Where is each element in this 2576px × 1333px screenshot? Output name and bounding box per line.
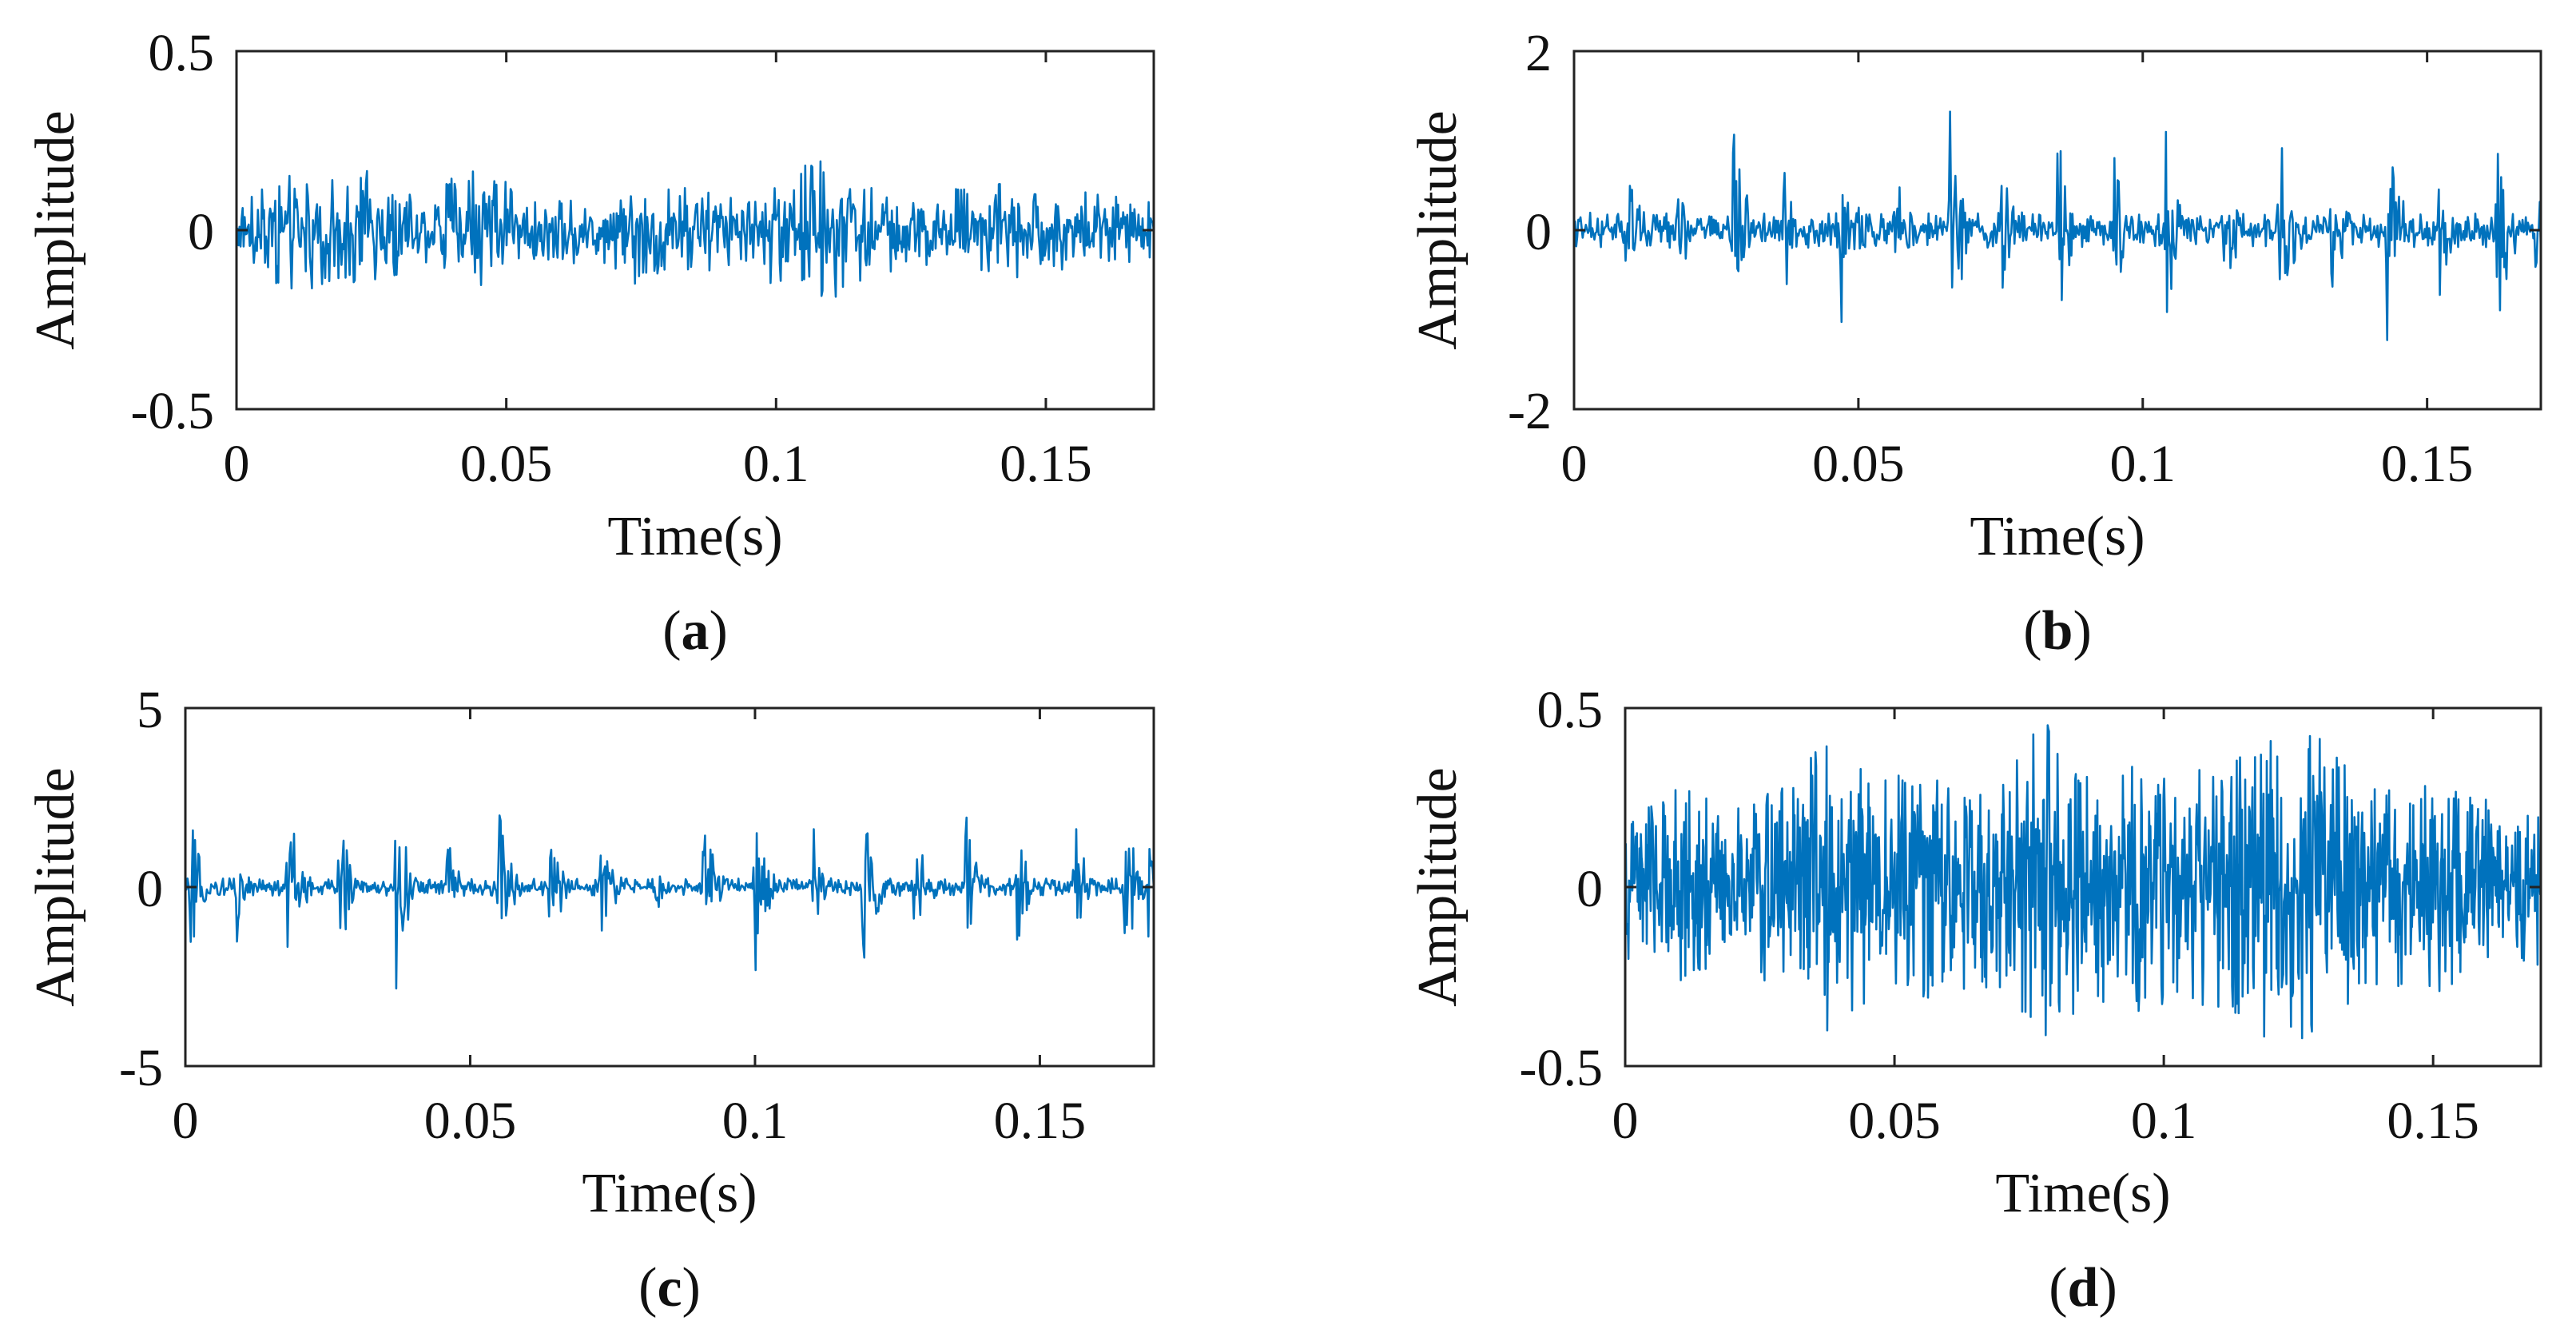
y-tick-label: 0: [188, 203, 214, 261]
y-axis-label: Amplitude: [25, 767, 86, 1006]
y-tick-label: 0.5: [149, 24, 215, 82]
y-tick-label: -0.5: [1520, 1039, 1603, 1097]
x-tick-label: 0.1: [722, 1092, 789, 1150]
y-tick-label: 0.5: [1537, 681, 1604, 739]
y-axis-label: Amplitude: [25, 110, 86, 349]
x-tick-label: 0: [1561, 435, 1588, 493]
y-tick-label: -5: [119, 1039, 163, 1097]
x-tick-label: 0: [224, 435, 250, 493]
x-tick-label: 0.15: [2381, 435, 2474, 493]
x-tick-label: 0.05: [1812, 435, 1905, 493]
x-tick-label: 0.1: [2131, 1092, 2197, 1150]
x-tick-label: 0.15: [2387, 1092, 2479, 1150]
x-axis-label: Time(s): [582, 1163, 757, 1224]
x-tick-label: 0.15: [1000, 435, 1092, 493]
x-tick-label: 0.05: [460, 435, 553, 493]
y-axis-label: Amplitude: [1407, 767, 1469, 1006]
x-axis-label: Time(s): [1995, 1163, 2170, 1224]
y-tick-label: 0: [137, 860, 163, 918]
x-tick-label: 0: [173, 1092, 199, 1150]
series-line-b: [1574, 110, 2541, 341]
y-tick-label: 5: [137, 681, 163, 739]
series-line-c: [185, 814, 1154, 990]
panel-label-c: (c): [638, 1257, 701, 1319]
y-tick-label: 0: [1525, 203, 1552, 261]
x-tick-label: 0.1: [2110, 435, 2176, 493]
panel-label-d: (d): [2049, 1257, 2117, 1319]
series-line-a: [237, 160, 1154, 298]
series-line-d: [1625, 724, 2541, 1040]
y-tick-label: 0: [1576, 860, 1603, 918]
axes-box-a: [235, 50, 1155, 411]
x-tick-label: 0.1: [743, 435, 809, 493]
x-tick-label: 0.15: [994, 1092, 1087, 1150]
x-tick-label: 0.05: [1848, 1092, 1941, 1150]
y-tick-label: 2: [1525, 24, 1552, 82]
y-tick-label: -0.5: [131, 382, 214, 440]
x-axis-label: Time(s): [607, 506, 782, 567]
x-axis-label: Time(s): [1970, 506, 2145, 567]
x-tick-label: 0: [1612, 1092, 1639, 1150]
y-axis-label: Amplitude: [1407, 110, 1469, 349]
y-tick-label: -2: [1508, 382, 1552, 440]
x-tick-label: 0.05: [424, 1092, 517, 1150]
panel-label-b: (b): [2023, 600, 2092, 662]
panel-label-a: (a): [662, 600, 728, 662]
